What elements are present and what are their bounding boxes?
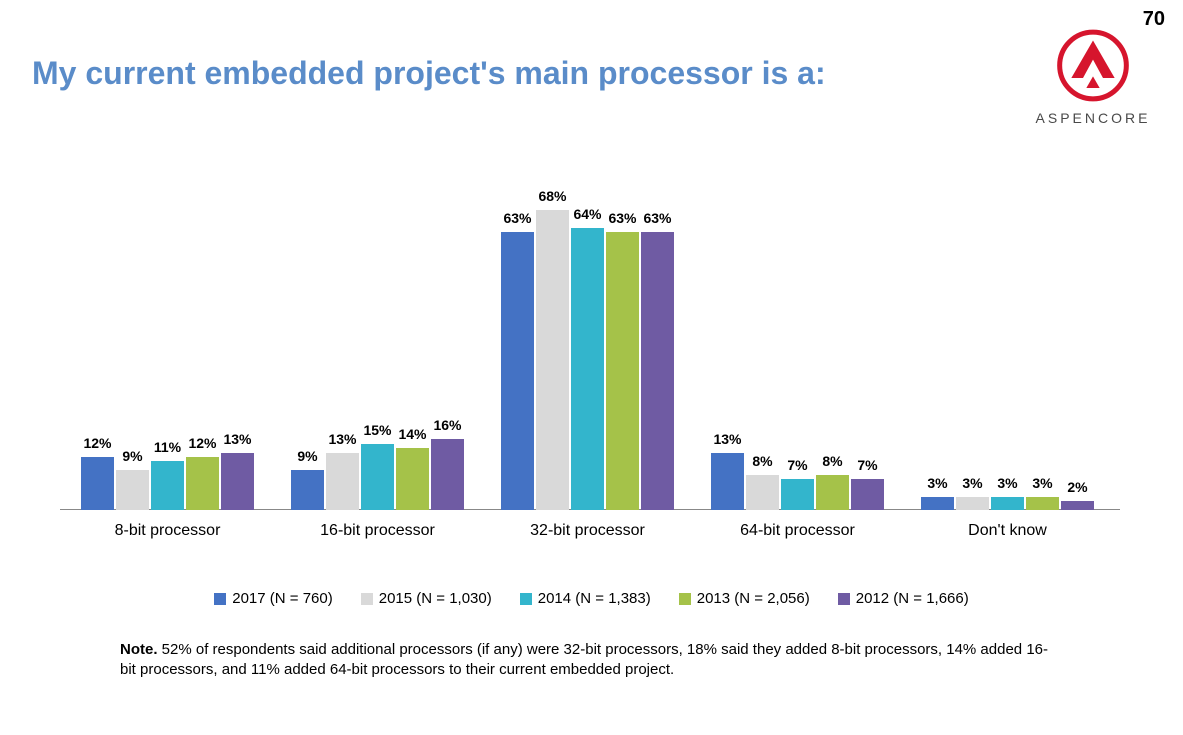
category-label: 8-bit processor: [115, 522, 221, 540]
bar: 14%: [396, 448, 429, 510]
bar: 3%: [921, 497, 954, 510]
category-label: 64-bit processor: [740, 522, 855, 540]
bar: 63%: [606, 232, 639, 510]
bar: 3%: [1026, 497, 1059, 510]
bar: 8%: [746, 475, 779, 510]
legend-label: 2014 (N = 1,383): [538, 590, 651, 607]
bar: 8%: [816, 475, 849, 510]
bar-value-label: 13%: [713, 431, 741, 447]
legend-label: 2017 (N = 760): [232, 590, 332, 607]
bar: 15%: [361, 444, 394, 510]
legend-label: 2012 (N = 1,666): [856, 590, 969, 607]
bar: 9%: [291, 470, 324, 510]
chart-title: My current embedded project's main proce…: [32, 55, 826, 92]
bar-value-label: 13%: [328, 431, 356, 447]
bar-value-label: 9%: [122, 448, 142, 464]
bar-value-label: 8%: [752, 453, 772, 469]
bar: 13%: [711, 453, 744, 510]
bar-value-label: 63%: [643, 210, 671, 226]
bar-group: 13%8%7%8%7%: [710, 453, 885, 510]
bar: 7%: [851, 479, 884, 510]
brand-logo: ASPENCORE: [1033, 28, 1153, 126]
bar-value-label: 64%: [573, 206, 601, 222]
bar: 12%: [186, 457, 219, 510]
bar: 63%: [641, 232, 674, 510]
legend-swatch: [214, 593, 226, 605]
bar-value-label: 3%: [997, 475, 1017, 491]
bar-value-label: 7%: [787, 457, 807, 473]
bar-value-label: 2%: [1067, 479, 1087, 495]
aspencore-icon: [1048, 28, 1138, 103]
bar-value-label: 9%: [297, 448, 317, 464]
bar-group: 12%9%11%12%13%: [80, 453, 255, 510]
category-label: Don't know: [968, 522, 1047, 540]
bar-value-label: 16%: [433, 417, 461, 433]
bar-group: 3%3%3%3%2%: [920, 497, 1095, 510]
brand-name: ASPENCORE: [1033, 110, 1153, 126]
bar-group: 63%68%64%63%63%: [500, 210, 675, 510]
bar-value-label: 12%: [83, 435, 111, 451]
legend-label: 2015 (N = 1,030): [379, 590, 492, 607]
legend-item: 2012 (N = 1,666): [838, 590, 969, 607]
legend-swatch: [838, 593, 850, 605]
bar: 3%: [991, 497, 1024, 510]
footnote: Note. 52% of respondents said additional…: [120, 640, 1060, 681]
legend-item: 2015 (N = 1,030): [361, 590, 492, 607]
legend-item: 2013 (N = 2,056): [679, 590, 810, 607]
bar-value-label: 3%: [962, 475, 982, 491]
note-label: Note.: [120, 641, 158, 658]
bar-value-label: 3%: [1032, 475, 1052, 491]
legend-label: 2013 (N = 2,056): [697, 590, 810, 607]
bar: 7%: [781, 479, 814, 510]
bar: 2%: [1061, 501, 1094, 510]
legend-swatch: [520, 593, 532, 605]
bar-value-label: 63%: [503, 210, 531, 226]
bar: 13%: [221, 453, 254, 510]
category-label: 16-bit processor: [320, 522, 435, 540]
bar: 64%: [571, 228, 604, 510]
bar-value-label: 68%: [538, 188, 566, 204]
bar: 63%: [501, 232, 534, 510]
chart-area: 12%9%11%12%13%9%13%15%14%16%63%68%64%63%…: [60, 170, 1120, 540]
bar-value-label: 14%: [398, 426, 426, 442]
bar-value-label: 15%: [363, 422, 391, 438]
bar: 12%: [81, 457, 114, 510]
legend: 2017 (N = 760) 2015 (N = 1,030) 2014 (N = …: [0, 590, 1183, 607]
note-text: 52% of respondents said additional proce…: [120, 641, 1048, 678]
legend-item: 2014 (N = 1,383): [520, 590, 651, 607]
bar: 11%: [151, 461, 184, 510]
legend-swatch: [679, 593, 691, 605]
bar-value-label: 7%: [857, 457, 877, 473]
bar: 68%: [536, 210, 569, 510]
bar-value-label: 63%: [608, 210, 636, 226]
bar-value-label: 11%: [154, 439, 181, 455]
bar: 9%: [116, 470, 149, 510]
bar-value-label: 8%: [822, 453, 842, 469]
bar-value-label: 3%: [927, 475, 947, 491]
legend-item: 2017 (N = 760): [214, 590, 332, 607]
category-label: 32-bit processor: [530, 522, 645, 540]
bar: 3%: [956, 497, 989, 510]
bar-value-label: 13%: [223, 431, 251, 447]
legend-swatch: [361, 593, 373, 605]
bar: 16%: [431, 439, 464, 510]
bar-group: 9%13%15%14%16%: [290, 439, 465, 510]
bar-value-label: 12%: [188, 435, 216, 451]
bar: 13%: [326, 453, 359, 510]
